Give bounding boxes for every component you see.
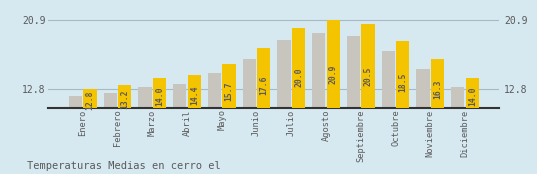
Bar bbox=[292, 28, 305, 174]
Bar bbox=[382, 52, 395, 174]
Bar bbox=[139, 87, 151, 174]
Text: Temperaturas Medias en cerro el: Temperaturas Medias en cerro el bbox=[27, 161, 221, 171]
Text: 20.5: 20.5 bbox=[364, 66, 373, 86]
Text: 14.0: 14.0 bbox=[468, 87, 477, 106]
Text: 18.5: 18.5 bbox=[398, 73, 407, 92]
Text: 20.0: 20.0 bbox=[294, 68, 303, 87]
Bar bbox=[312, 33, 325, 174]
Bar bbox=[361, 24, 375, 174]
Text: 17.6: 17.6 bbox=[259, 76, 268, 95]
Bar bbox=[104, 93, 117, 174]
Bar bbox=[118, 85, 132, 174]
Bar bbox=[416, 69, 430, 174]
Bar bbox=[451, 87, 465, 174]
Bar bbox=[188, 75, 201, 174]
Bar bbox=[69, 96, 82, 174]
Text: 14.0: 14.0 bbox=[155, 87, 164, 106]
Bar bbox=[396, 41, 409, 174]
Text: 15.7: 15.7 bbox=[224, 81, 234, 101]
Bar bbox=[83, 89, 97, 174]
Text: 20.9: 20.9 bbox=[329, 65, 338, 84]
Text: 14.4: 14.4 bbox=[190, 86, 199, 105]
Bar bbox=[208, 73, 221, 174]
Bar bbox=[347, 36, 360, 174]
Bar bbox=[326, 20, 340, 174]
Bar bbox=[431, 59, 444, 174]
Bar bbox=[153, 78, 166, 174]
Bar bbox=[466, 78, 479, 174]
Bar bbox=[257, 48, 271, 174]
Bar bbox=[243, 58, 256, 174]
Bar bbox=[173, 84, 186, 174]
Text: 13.2: 13.2 bbox=[120, 89, 129, 109]
Text: 12.8: 12.8 bbox=[85, 91, 95, 110]
Bar bbox=[277, 40, 291, 174]
Text: 16.3: 16.3 bbox=[433, 80, 442, 99]
Bar bbox=[222, 64, 236, 174]
